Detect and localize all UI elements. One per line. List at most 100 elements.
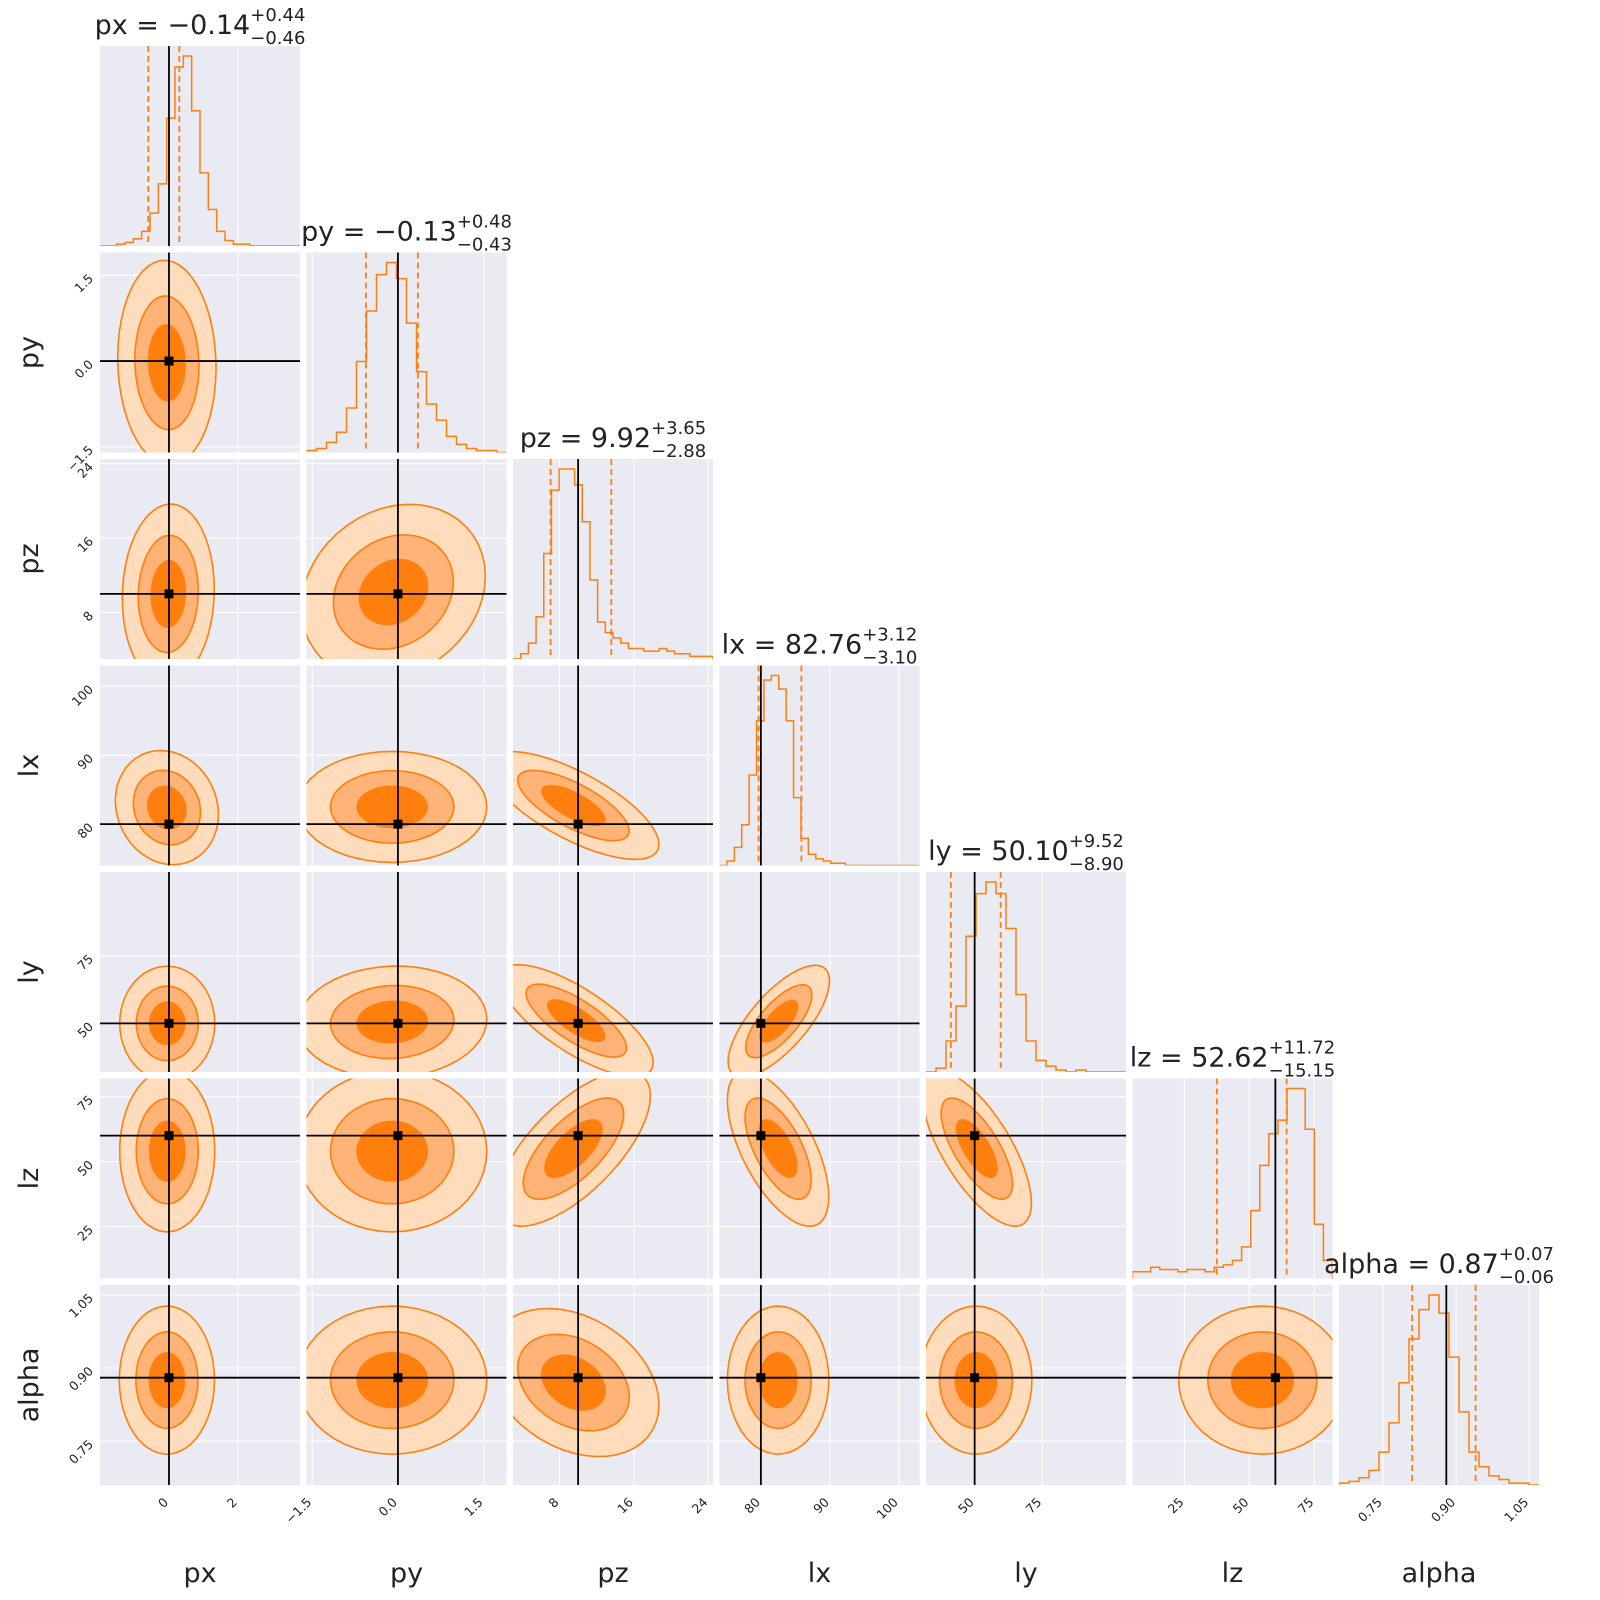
title-ly: ly = 50.10+9.52 −8.90: [928, 831, 1124, 875]
title-lower-error: −2.88: [651, 441, 706, 462]
title-py-text: py = −0.13+0.48 −0.43: [301, 212, 512, 256]
histogram-ly: [926, 881, 1126, 1072]
x-tick-label-pz: 24: [689, 1494, 711, 1516]
contour-level-3: [356, 785, 429, 829]
histogram-py: [306, 261, 507, 453]
x-axis-labels: 0 2 px −1.5 0.0 1.5 py 8 16 24 pz 80 90 100 lx 50 75 ly 25…: [155, 1494, 1532, 1589]
panel-2d-lx-ly: [719, 872, 920, 1072]
truth-marker: [393, 819, 403, 829]
x-axis-label-alpha: alpha: [1402, 1558, 1477, 1589]
y-tick-label-lx: 80: [74, 820, 96, 842]
histogram-px: [100, 55, 300, 246]
panel-2d-px-pz: [100, 459, 300, 659]
truth-marker: [573, 1373, 583, 1383]
panel-2d-px-lz: [100, 1078, 300, 1279]
y-tick-label-lz: 25: [74, 1222, 96, 1244]
x-tick-label-lz: 25: [1165, 1495, 1187, 1517]
contour-level-3: [146, 785, 187, 830]
title-lower-error: −0.06: [1499, 1267, 1554, 1288]
truth-marker: [164, 356, 174, 366]
truth-marker: [756, 1373, 766, 1383]
truth-marker: [393, 1373, 403, 1383]
x-tick-label-ly: 75: [1022, 1495, 1044, 1517]
title-px: px = −0.14+0.44 −0.46: [95, 5, 306, 49]
title-lower-error: −8.90: [1069, 854, 1124, 875]
title-upper-error: +0.44: [250, 5, 305, 26]
x-tick-label-lx: 100: [873, 1494, 901, 1522]
panel-2d-pz-ly: [513, 872, 713, 1072]
x-tick-label-alpha: 0.90: [1428, 1494, 1458, 1524]
title-alpha: alpha = 0.87+0.07 −0.06: [1324, 1244, 1554, 1288]
panel-2d-py-lx: [306, 665, 507, 866]
truth-marker: [573, 1018, 583, 1028]
contour-level-3: [358, 558, 429, 626]
title-lz-text: lz = 52.62+11.72 −15.15: [1130, 1038, 1335, 1082]
contour-level-3: [758, 1119, 798, 1179]
truth-marker: [573, 819, 583, 829]
panel-2d-pz-alpha: [513, 1285, 713, 1485]
title-px-text: px = −0.14+0.44 −0.46: [95, 5, 306, 49]
x-tick-label-px: 2: [224, 1495, 240, 1511]
histogram-lz: [1132, 1087, 1333, 1279]
truth-marker: [573, 1131, 583, 1141]
panel-2d-pz-lz: [513, 1078, 713, 1279]
title-py: py = −0.13+0.48 −0.43: [301, 212, 512, 256]
title-value: lx = 82.76: [722, 630, 863, 661]
x-axis-label-pz: pz: [597, 1558, 628, 1589]
x-tick-label-lz: 50: [1230, 1494, 1252, 1516]
truth-marker: [756, 1131, 766, 1141]
title-value: pz = 9.92: [520, 423, 651, 454]
title-value: ly = 50.10: [928, 836, 1069, 867]
y-axis-label-alpha: alpha: [14, 1348, 45, 1423]
truth-marker: [970, 1131, 980, 1141]
y-tick-label-py: 0.0: [71, 357, 96, 382]
y-axis-label-lz: lz: [14, 1168, 45, 1190]
title-upper-error: +0.48: [457, 212, 512, 233]
truth-marker: [970, 1373, 980, 1383]
y-axis-label-lx: lx: [14, 754, 45, 778]
y-tick-label-lz: 50: [74, 1157, 96, 1179]
histogram-pz: [513, 468, 713, 659]
title-pz: pz = 9.92+3.65 −2.88: [520, 418, 706, 462]
title-value: alpha = 0.87: [1324, 1249, 1499, 1280]
y-axis-label-py: py: [14, 336, 45, 369]
panel-hist-lx: lx = 82.76+3.12 −3.10: [719, 625, 920, 866]
contour-level-3: [356, 1351, 429, 1409]
x-axis-label-ly: ly: [1014, 1558, 1038, 1589]
panel-2d-lx-lz: [719, 1078, 920, 1279]
y-tick-label-lx: 100: [69, 682, 97, 710]
panel-2d-px-ly: [100, 872, 300, 1072]
panel-2d-py-alpha: [306, 1285, 507, 1485]
contour-level-3: [148, 1120, 186, 1182]
x-tick-label-py: −1.5: [282, 1495, 314, 1527]
title-lower-error: −0.46: [250, 28, 305, 49]
x-axis-label-lx: lx: [808, 1558, 832, 1589]
y-tick-label-ly: 50: [74, 1019, 96, 1041]
panel-2d-ly-lz: [926, 1078, 1126, 1279]
title-lz: lz = 52.62+11.72 −15.15: [1130, 1038, 1335, 1082]
title-value: lz = 52.62: [1130, 1043, 1269, 1074]
title-value: px = −0.14: [95, 10, 251, 41]
panel-background: [1132, 1078, 1333, 1279]
panel-2d-py-pz: [306, 459, 507, 659]
title-upper-error: +0.07: [1499, 1244, 1554, 1265]
truth-marker: [164, 1131, 174, 1141]
y-tick-label-pz: 16: [74, 534, 96, 556]
panel-2d-py-lz: [306, 1078, 507, 1279]
contour-level-3: [544, 1119, 603, 1179]
title-upper-error: +3.65: [651, 418, 706, 439]
panel-hist-px: px = −0.14+0.44 −0.46: [95, 5, 306, 246]
title-upper-error: +11.72: [1269, 1038, 1336, 1059]
truth-marker: [164, 1373, 174, 1383]
title-pz-text: pz = 9.92+3.65 −2.88: [520, 418, 706, 462]
panel-hist-ly: ly = 50.10+9.52 −8.90: [926, 831, 1126, 1072]
truth-marker: [164, 589, 174, 599]
panel-background: [926, 872, 1126, 1072]
y-axis-labels: −1.50.01.5py81624pz8090100lx5075ly255075…: [14, 271, 96, 1467]
contour-level-3: [356, 1000, 429, 1044]
x-tick-label-ly: 50: [955, 1494, 977, 1516]
title-value: py = −0.13: [301, 217, 457, 248]
panel-2d-py-ly: [306, 872, 507, 1072]
x-tick-label-py: 0.0: [375, 1494, 400, 1519]
